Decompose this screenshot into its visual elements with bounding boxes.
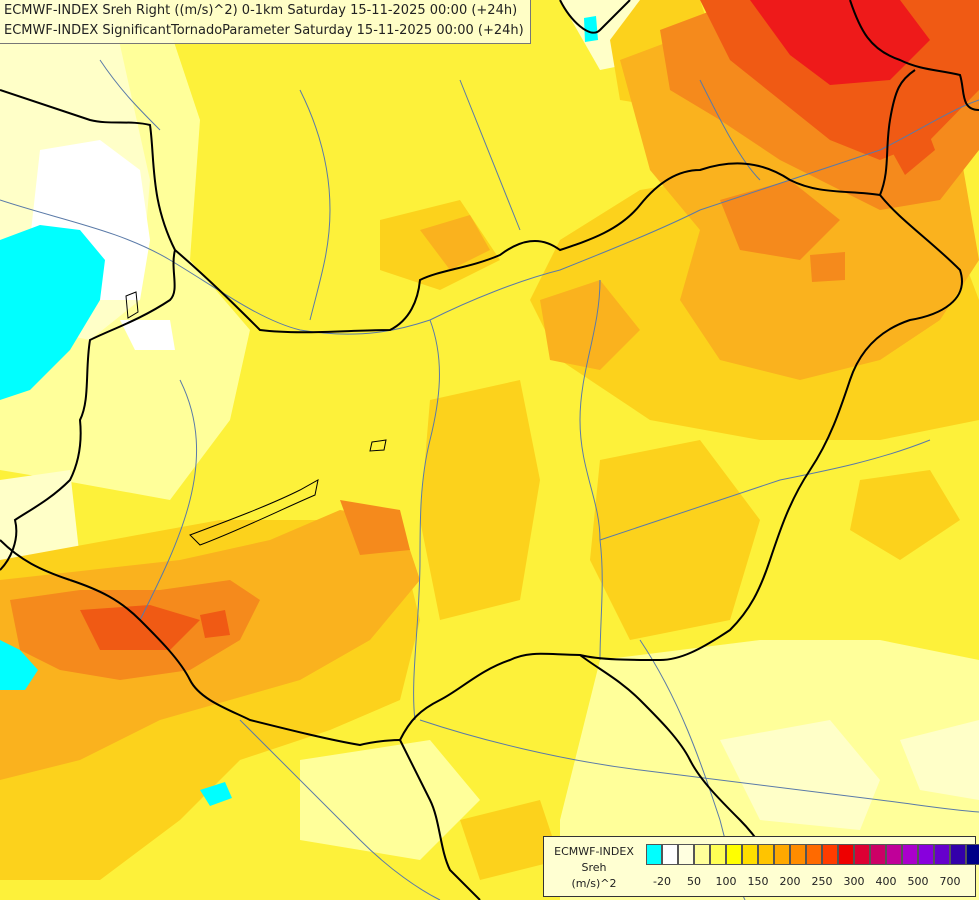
legend-swatch — [934, 844, 950, 865]
legend-swatch — [662, 844, 678, 865]
legend-variable: Sreh — [581, 861, 607, 874]
legend-swatch — [694, 844, 710, 865]
legend-swatch — [918, 844, 934, 865]
legend-tick-label: 400 — [875, 875, 897, 888]
legend-swatch — [838, 844, 854, 865]
legend-swatch — [758, 844, 774, 865]
map-title-box: ECMWF-INDEX Sreh Right ((m/s)^2) 0-1km S… — [0, 0, 531, 44]
legend-swatches — [646, 844, 979, 865]
field-sw-red-orange — [80, 605, 230, 650]
legend-swatch — [726, 844, 742, 865]
legend-swatch — [790, 844, 806, 865]
legend-units: (m/s)^2 — [571, 877, 617, 890]
legend-swatch — [710, 844, 726, 865]
legend-tick-label: -20 — [653, 875, 671, 888]
field-red — [750, 0, 930, 85]
legend-tick-label: 50 — [687, 875, 701, 888]
color-legend: ECMWF-INDEX Sreh (m/s)^2 -20 50 100 150 200 2… — [543, 836, 979, 897]
legend-swatch — [678, 844, 694, 865]
legend-tick-label: 300 — [843, 875, 865, 888]
legend-swatch — [950, 844, 966, 865]
map-title-line-1: ECMWF-INDEX Sreh Right ((m/s)^2) 0-1km S… — [4, 3, 518, 18]
legend-tick-label: 150 — [747, 875, 769, 888]
legend-swatch — [806, 844, 822, 865]
legend-swatch — [902, 844, 918, 865]
legend-swatch — [870, 844, 886, 865]
legend-swatch — [774, 844, 790, 865]
legend-swatch — [742, 844, 758, 865]
legend-swatch — [854, 844, 870, 865]
legend-tick-label: 700 — [939, 875, 961, 888]
legend-tick-label: 100 — [715, 875, 737, 888]
legend-swatch — [646, 844, 662, 865]
legend-swatch — [966, 844, 979, 865]
field-cyan — [0, 16, 598, 806]
map-title-line-2: ECMWF-INDEX SignificantTornadoParameter … — [4, 23, 524, 38]
legend-tick-label: 500 — [907, 875, 929, 888]
legend-swatch — [886, 844, 902, 865]
legend-source: ECMWF-INDEX — [554, 845, 634, 858]
legend-tick-label: 250 — [811, 875, 833, 888]
legend-swatch — [822, 844, 838, 865]
legend-tick-label: 200 — [779, 875, 801, 888]
rivers — [0, 59, 979, 900]
lakes — [125, 291, 387, 546]
